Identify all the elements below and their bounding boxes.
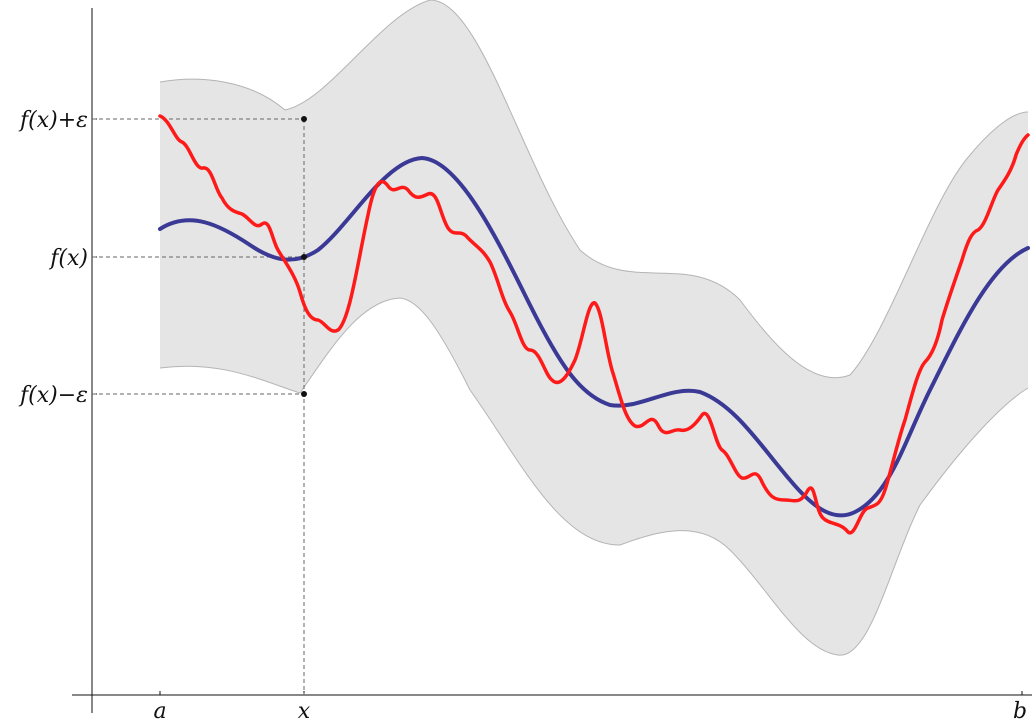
- x-label-x: x: [298, 699, 311, 723]
- x-label-b: b: [1013, 699, 1027, 723]
- y-label-center: f(x): [48, 246, 88, 271]
- y-label-lower: f(x)−ε: [18, 383, 88, 408]
- x-label-a: a: [153, 699, 166, 723]
- g-curve: [158, 114, 1030, 535]
- y-label-upper: f(x)+ε: [18, 108, 88, 133]
- epsilon-band-upper-edge: [159, 0, 1029, 379]
- f-curve: [158, 155, 1030, 518]
- point-center: [301, 254, 307, 260]
- point-lower: [301, 391, 307, 397]
- point-upper: [301, 116, 307, 122]
- epsilon-band: [160, 0, 1028, 656]
- epsilon-band-lower-edge: [159, 297, 1029, 656]
